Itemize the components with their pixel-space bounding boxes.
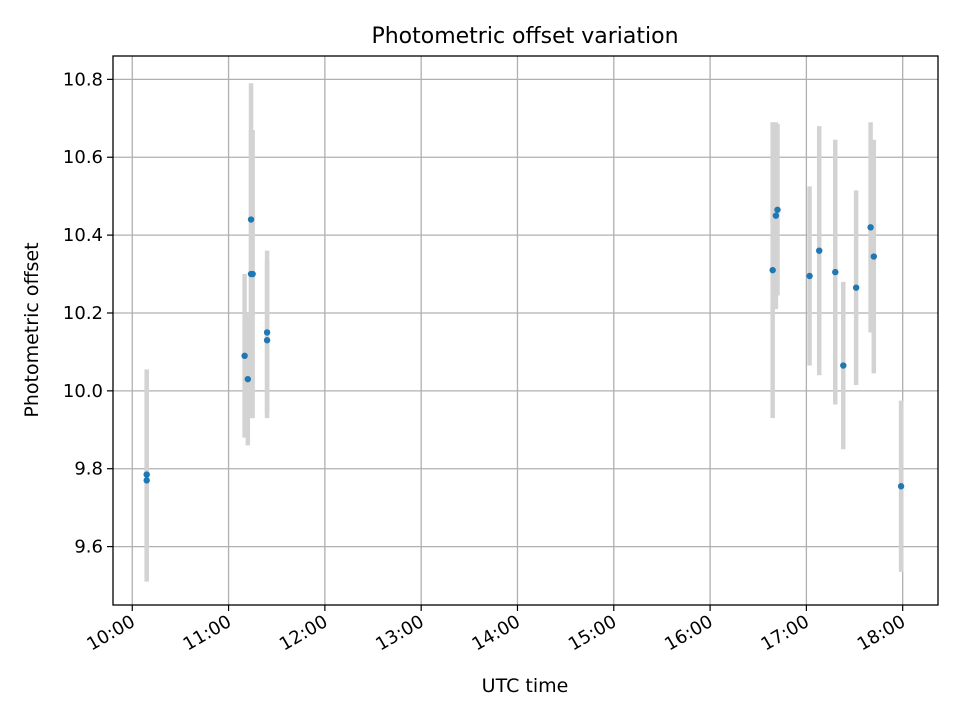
- y-tick-label: 10.4: [63, 225, 103, 246]
- x-tick-label: 11:00: [180, 611, 235, 655]
- data-point: [840, 362, 847, 369]
- data-point: [143, 471, 150, 478]
- data-point: [806, 272, 813, 280]
- chart-title: Photometric offset variation: [371, 24, 678, 49]
- x-tick-label: 10:00: [83, 611, 138, 655]
- data-point: [244, 375, 252, 383]
- data-point: [897, 483, 905, 490]
- data-points: [143, 206, 905, 490]
- y-tick-label: 10.8: [63, 69, 103, 90]
- data-point: [832, 268, 839, 276]
- grid: [113, 56, 938, 605]
- x-tick-label: 14:00: [469, 611, 524, 655]
- data-point: [247, 216, 255, 223]
- data-point: [249, 270, 256, 278]
- data-point: [143, 477, 150, 484]
- y-axis-label: Photometric offset: [21, 242, 43, 417]
- x-tick-label: 15:00: [565, 611, 620, 655]
- data-point: [769, 266, 776, 274]
- data-point: [774, 206, 781, 213]
- x-tick-label: 16:00: [661, 611, 716, 655]
- y-tick-label: 10.0: [63, 381, 103, 402]
- x-tick-label: 13:00: [372, 611, 427, 655]
- y-tick-label: 9.6: [74, 537, 103, 558]
- data-point: [772, 212, 780, 219]
- y-tick-label: 9.8: [74, 459, 103, 480]
- x-tick-label: 12:00: [276, 611, 331, 655]
- data-point: [263, 329, 271, 336]
- y-tick-label: 10.6: [63, 147, 103, 168]
- y-tick-label: 10.2: [63, 303, 103, 324]
- x-tick-label: 17:00: [757, 611, 812, 655]
- data-point: [816, 247, 823, 254]
- data-point: [867, 224, 874, 231]
- x-tick-label: 18:00: [854, 611, 909, 655]
- x-axis-label: UTC time: [482, 675, 569, 697]
- data-point: [870, 253, 877, 260]
- data-point: [263, 337, 271, 344]
- y-axis-ticks: 9.6 9.8 10.0 10.2 10.4 10.6 10.8: [63, 69, 113, 558]
- plot-frame: [112, 55, 939, 606]
- data-point: [852, 284, 860, 291]
- data-point: [241, 352, 248, 360]
- error-bars: [144, 83, 904, 582]
- x-axis-ticks: 10:00 11:00 12:00 13:00 14:00 15:00 16:00 17:00…: [83, 605, 909, 655]
